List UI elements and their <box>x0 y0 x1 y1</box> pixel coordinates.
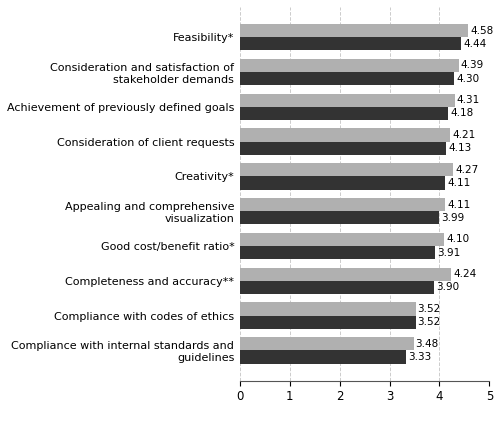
Bar <box>240 233 444 246</box>
Text: 4.21: 4.21 <box>452 130 475 140</box>
Text: 4.39: 4.39 <box>461 60 484 70</box>
Text: 3.90: 3.90 <box>436 283 460 292</box>
Bar <box>240 128 450 142</box>
Bar <box>240 268 452 281</box>
Bar <box>240 107 448 120</box>
Text: 3.99: 3.99 <box>441 213 464 223</box>
Bar <box>240 302 416 316</box>
Text: 4.11: 4.11 <box>447 200 470 210</box>
Text: 3.33: 3.33 <box>408 352 432 362</box>
Text: 3.52: 3.52 <box>418 304 441 314</box>
Text: 4.11: 4.11 <box>447 178 470 188</box>
Text: 4.18: 4.18 <box>450 108 473 118</box>
Text: 4.30: 4.30 <box>456 74 479 84</box>
Text: 4.27: 4.27 <box>455 165 478 175</box>
Bar <box>240 59 459 72</box>
Text: 3.48: 3.48 <box>416 339 439 349</box>
Bar <box>240 142 446 155</box>
Text: 4.44: 4.44 <box>464 39 486 49</box>
Bar <box>240 246 435 259</box>
Bar <box>240 72 454 85</box>
Text: 4.13: 4.13 <box>448 143 471 153</box>
Bar <box>240 198 445 211</box>
Bar <box>240 24 468 37</box>
Text: 4.24: 4.24 <box>454 269 476 279</box>
Bar <box>240 176 445 190</box>
Bar <box>240 163 453 176</box>
Bar <box>240 316 416 329</box>
Text: 3.91: 3.91 <box>437 247 460 258</box>
Bar <box>240 281 434 294</box>
Text: 4.58: 4.58 <box>470 25 494 36</box>
Bar <box>240 351 406 364</box>
Bar <box>240 37 462 50</box>
Bar <box>240 211 439 225</box>
Text: 4.31: 4.31 <box>457 95 480 105</box>
Bar <box>240 93 455 107</box>
Text: 4.10: 4.10 <box>446 234 469 244</box>
Bar <box>240 337 414 351</box>
Text: 3.52: 3.52 <box>418 317 441 327</box>
